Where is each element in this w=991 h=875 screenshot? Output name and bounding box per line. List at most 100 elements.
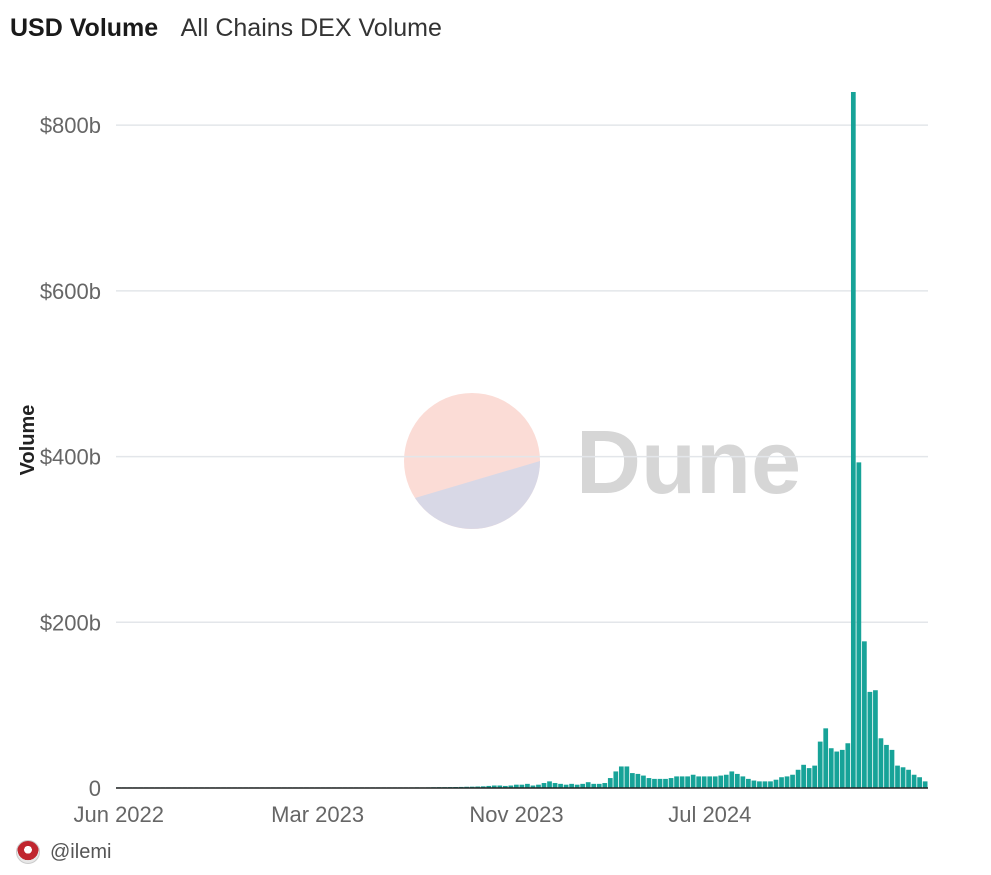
bar[interactable] <box>779 777 784 788</box>
bar[interactable] <box>828 748 834 788</box>
bar[interactable] <box>574 784 580 788</box>
bar[interactable] <box>751 780 757 788</box>
watermark-text: Dune <box>576 413 801 513</box>
y-axis-label: Volume <box>17 405 39 476</box>
bar[interactable] <box>502 785 508 788</box>
bar[interactable] <box>823 728 829 788</box>
bar[interactable] <box>723 774 729 788</box>
avatar[interactable] <box>16 840 40 864</box>
bar[interactable] <box>663 778 668 788</box>
dune-watermark: Dune <box>404 393 801 529</box>
y-tick-label: $800b <box>40 113 101 138</box>
bar[interactable] <box>514 784 519 788</box>
bar[interactable] <box>718 775 724 788</box>
bar[interactable] <box>889 749 895 788</box>
bar[interactable] <box>530 785 536 788</box>
bar[interactable] <box>740 776 746 788</box>
bar[interactable] <box>624 766 630 788</box>
bar[interactable] <box>801 764 806 788</box>
bar[interactable] <box>591 783 597 788</box>
author-handle[interactable]: @ilemi <box>50 840 112 863</box>
bar[interactable] <box>552 783 558 788</box>
bar[interactable] <box>641 775 646 788</box>
bar[interactable] <box>657 778 663 788</box>
bar[interactable] <box>895 765 900 788</box>
bar[interactable] <box>486 785 492 788</box>
bar[interactable] <box>508 785 514 788</box>
bar[interactable] <box>607 778 613 788</box>
bar[interactable] <box>862 641 867 788</box>
bar[interactable] <box>707 776 713 788</box>
bar[interactable] <box>746 778 751 788</box>
bar[interactable] <box>845 743 851 788</box>
y-tick-label: 0 <box>89 776 101 801</box>
x-tick-label: Jun 2022 <box>73 802 164 827</box>
bar[interactable] <box>768 781 773 788</box>
x-tick-label: Mar 2023 <box>271 802 364 827</box>
bar[interactable] <box>569 783 574 788</box>
bar[interactable] <box>812 765 818 788</box>
bar[interactable] <box>806 768 812 788</box>
bar[interactable] <box>602 783 608 788</box>
x-tick-label: Nov 2023 <box>469 802 563 827</box>
bar[interactable] <box>497 785 503 788</box>
bar[interactable] <box>652 778 657 788</box>
bar[interactable] <box>784 776 790 788</box>
bar[interactable] <box>712 776 718 788</box>
bar[interactable] <box>878 738 884 788</box>
bar[interactable] <box>635 773 641 788</box>
chart-header: USD Volume All Chains DEX Volume <box>10 14 442 43</box>
bar[interactable] <box>519 784 525 788</box>
bar[interactable] <box>585 782 591 788</box>
bar[interactable] <box>690 774 696 788</box>
bar[interactable] <box>480 786 486 788</box>
bar[interactable] <box>668 778 674 788</box>
bar[interactable] <box>790 774 795 788</box>
dune-logo-lower-icon <box>415 461 540 529</box>
y-tick-label: $400b <box>40 445 101 470</box>
bar[interactable] <box>696 776 702 788</box>
bar[interactable] <box>906 769 911 788</box>
bar[interactable] <box>917 777 922 788</box>
bar[interactable] <box>580 783 586 788</box>
bar[interactable] <box>773 779 779 788</box>
bar[interactable] <box>817 741 823 788</box>
bar[interactable] <box>867 691 873 788</box>
x-tick-label: Jul 2024 <box>668 802 751 827</box>
bar[interactable] <box>685 776 690 788</box>
bar[interactable] <box>856 462 862 788</box>
bar[interactable] <box>646 778 652 788</box>
y-tick-label: $200b <box>40 610 101 635</box>
bar[interactable] <box>618 766 624 788</box>
chart-subtitle: All Chains DEX Volume <box>180 14 442 42</box>
bar[interactable] <box>922 781 928 788</box>
bar[interactable] <box>674 776 679 788</box>
bar[interactable] <box>630 773 635 788</box>
bar[interactable] <box>900 767 906 788</box>
bar[interactable] <box>563 784 569 788</box>
bar[interactable] <box>850 92 856 788</box>
footer: @ilemi <box>16 840 111 864</box>
bar[interactable] <box>491 785 497 788</box>
bar[interactable] <box>839 749 845 788</box>
bar[interactable] <box>541 783 547 788</box>
bar[interactable] <box>596 783 602 788</box>
bar[interactable] <box>613 771 619 788</box>
bar[interactable] <box>536 784 541 788</box>
bar[interactable] <box>729 771 735 788</box>
bar[interactable] <box>911 774 917 788</box>
bar[interactable] <box>734 773 740 788</box>
bar[interactable] <box>762 781 768 788</box>
bar[interactable] <box>525 783 530 788</box>
bar[interactable] <box>701 776 707 788</box>
y-tick-label: $600b <box>40 279 101 304</box>
bar[interactable] <box>679 776 685 788</box>
bar[interactable] <box>873 690 878 788</box>
bar[interactable] <box>547 781 552 788</box>
bar[interactable] <box>757 781 762 788</box>
bar[interactable] <box>834 751 840 788</box>
bar[interactable] <box>558 783 563 788</box>
bar[interactable] <box>795 769 801 788</box>
bar[interactable] <box>884 744 889 788</box>
